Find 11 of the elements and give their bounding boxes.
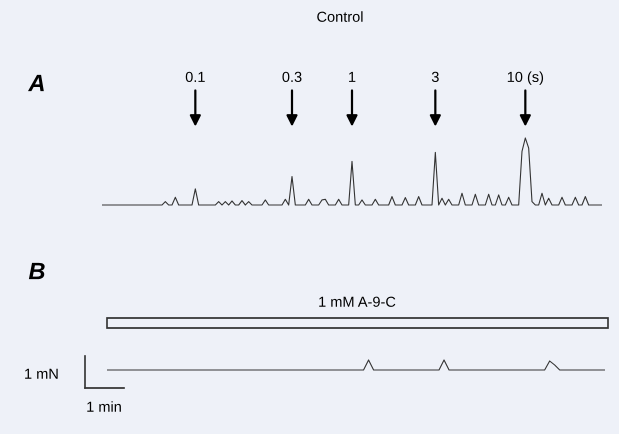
text: 1 min [87,401,121,412]
text: 1 mN [25,368,58,379]
text: 1 mM A-9-C [319,296,396,307]
text: A [28,74,44,92]
text: 3 [432,72,439,82]
text: 0.3 [282,72,302,82]
text: B [28,262,45,280]
text: 1 [349,72,356,82]
chart-title: Control [317,11,363,22]
text: 0.1 [186,72,205,82]
text: 10 (s) [508,71,544,85]
